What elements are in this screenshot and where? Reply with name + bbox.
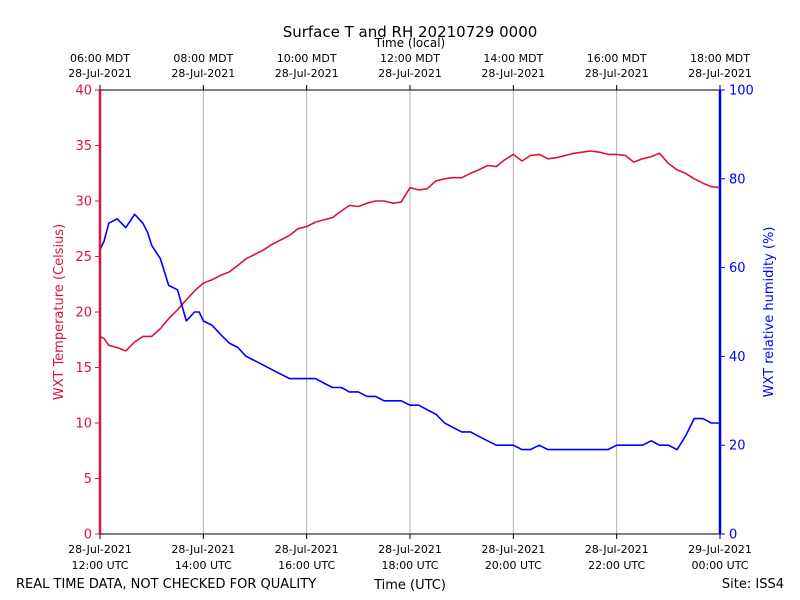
top-x-tick-time: 18:00 MDT <box>690 52 750 65</box>
top-axis-label: Time (local) <box>374 36 446 50</box>
left-y-tick-label: 30 <box>75 195 92 210</box>
top-x-tick-time: 08:00 MDT <box>173 52 233 65</box>
left-y-tick-label: 25 <box>75 250 92 265</box>
top-x-tick-time: 16:00 MDT <box>587 52 647 65</box>
left-y-tick-label: 20 <box>75 306 92 321</box>
humidity-series-line <box>99 213 720 451</box>
series-layer <box>99 150 721 451</box>
bottom-x-tick-date: 29-Jul-2021 <box>688 543 752 556</box>
bottom-x-tick-time: 00:00 UTC <box>691 559 748 572</box>
left-y-tick-label: 5 <box>84 472 92 487</box>
right-y-tick-label: 0 <box>729 528 737 543</box>
right-axis-label: WXT relative humidity (%) <box>762 227 777 398</box>
right-y-tick-label: 40 <box>729 350 746 365</box>
bottom-x-tick-date: 28-Jul-2021 <box>68 543 132 556</box>
right-y-tick-label: 80 <box>729 172 746 187</box>
left-y-tick-label: 40 <box>75 84 92 99</box>
top-x-tick-time: 14:00 MDT <box>483 52 543 65</box>
bottom-x-tick-time: 14:00 UTC <box>175 559 232 572</box>
right-y-tick-label: 20 <box>729 439 746 454</box>
top-x-tick-time: 12:00 MDT <box>380 52 440 65</box>
right-y-tick-label: 100 <box>729 84 754 99</box>
top-x-tick-date: 28-Jul-2021 <box>378 67 442 80</box>
top-x-tick-date: 28-Jul-2021 <box>688 67 752 80</box>
left-axis-label: WXT Temperature (Celsius) <box>52 224 67 400</box>
bottom-axis-label: Time (UTC) <box>373 578 446 593</box>
bottom-x-tick-date: 28-Jul-2021 <box>171 543 235 556</box>
top-x-tick-date: 28-Jul-2021 <box>275 67 339 80</box>
top-x-tick-time: 10:00 MDT <box>277 52 337 65</box>
left-y-tick-label: 10 <box>75 417 92 432</box>
axis-ticks: 0 5 10 15 20 25 30 35 40 0 20 40 60 80 100 28-Jul-2021 1… <box>68 52 754 572</box>
left-y-tick-label: 35 <box>75 139 92 154</box>
right-y-tick-label: 60 <box>729 261 746 276</box>
temperature-series-line <box>99 150 721 352</box>
left-y-tick-label: 15 <box>75 361 92 376</box>
bottom-x-tick-date: 28-Jul-2021 <box>585 543 649 556</box>
bottom-x-tick-date: 28-Jul-2021 <box>275 543 339 556</box>
top-x-tick-date: 28-Jul-2021 <box>481 67 545 80</box>
bottom-x-tick-time: 20:00 UTC <box>485 559 542 572</box>
top-x-tick-time: 06:00 MDT <box>70 52 130 65</box>
left-y-tick-label: 0 <box>84 528 92 543</box>
quality-note: REAL TIME DATA, NOT CHECKED FOR QUALITY <box>16 577 316 592</box>
top-x-tick-date: 28-Jul-2021 <box>68 67 132 80</box>
bottom-x-tick-time: 22:00 UTC <box>588 559 645 572</box>
bottom-x-tick-time: 18:00 UTC <box>381 559 438 572</box>
bottom-x-tick-date: 28-Jul-2021 <box>481 543 545 556</box>
top-x-tick-date: 28-Jul-2021 <box>171 67 235 80</box>
site-label: Site: ISS4 <box>722 577 784 592</box>
chart-title: Surface T and RH 20210729 0000 <box>283 23 538 41</box>
top-x-tick-date: 28-Jul-2021 <box>585 67 649 80</box>
bottom-x-tick-date: 28-Jul-2021 <box>378 543 442 556</box>
bottom-x-tick-time: 16:00 UTC <box>278 559 335 572</box>
grid-lines <box>202 90 618 534</box>
bottom-x-tick-time: 12:00 UTC <box>71 559 128 572</box>
